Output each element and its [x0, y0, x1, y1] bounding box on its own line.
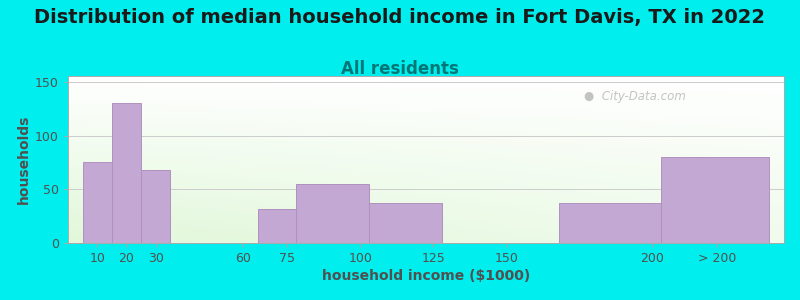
Bar [82, 162, 112, 243]
Text: Distribution of median household income in Fort Davis, TX in 2022: Distribution of median household income … [34, 8, 766, 26]
Bar [296, 184, 369, 243]
Bar [141, 170, 170, 243]
Bar [258, 208, 296, 243]
Text: All residents: All residents [341, 60, 459, 78]
Bar [369, 203, 442, 243]
Text: ●  City-Data.com: ● City-Data.com [583, 90, 686, 103]
Y-axis label: households: households [17, 115, 31, 204]
Bar [559, 203, 662, 243]
X-axis label: household income ($1000): household income ($1000) [322, 269, 530, 283]
Bar [112, 103, 141, 243]
Bar [662, 157, 770, 243]
